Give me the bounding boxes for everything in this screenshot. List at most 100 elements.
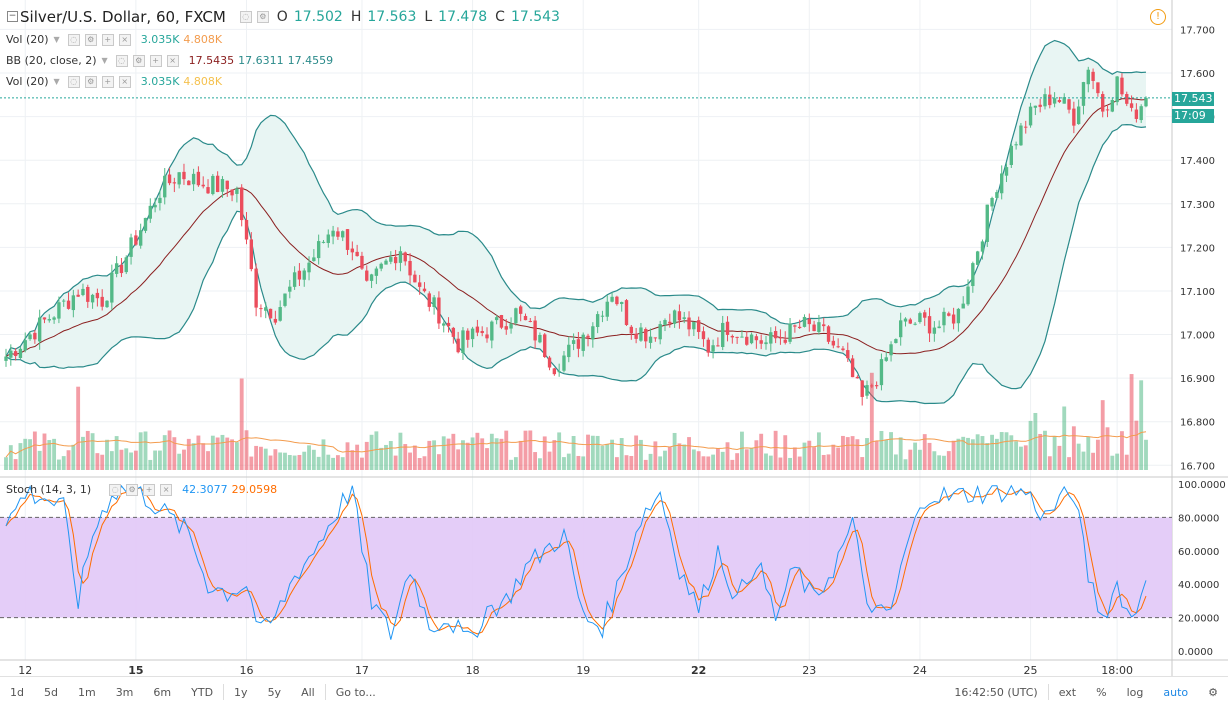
add-icon[interactable]: + <box>101 75 114 88</box>
visibility-icon[interactable]: ◌ <box>239 11 252 23</box>
volume-bar <box>470 437 475 470</box>
add-icon[interactable]: + <box>101 33 114 46</box>
volume-bar <box>677 443 682 470</box>
candle-body <box>182 171 186 180</box>
candle-body <box>894 339 898 343</box>
candle-body <box>908 319 912 324</box>
volume-bar <box>182 449 186 470</box>
stoch-d-line <box>5 487 1147 635</box>
percent-toggle[interactable]: % <box>1096 685 1107 699</box>
volume-bar <box>316 456 321 470</box>
volume-bar <box>614 457 619 470</box>
candle-body <box>620 302 624 304</box>
time-axis: 12 15 16 17 18 19 22 23 24 25 18:00 <box>18 664 1133 677</box>
range-ytd[interactable]: YTD <box>191 685 214 699</box>
candle-body <box>1076 106 1081 125</box>
candle-body <box>1115 76 1119 103</box>
close-icon[interactable]: × <box>118 33 131 46</box>
candle-body <box>932 327 937 334</box>
candle-body <box>230 189 234 196</box>
volume-bar <box>1086 436 1091 470</box>
time-tick-label: 24 <box>913 664 927 677</box>
candle-body <box>975 251 980 265</box>
close-icon[interactable]: × <box>160 483 173 496</box>
candle-body <box>870 385 874 387</box>
candle-body <box>456 338 460 353</box>
candle-body <box>1043 94 1047 107</box>
candle-body <box>254 268 258 308</box>
settings-icon[interactable]: ⚙ <box>84 75 97 88</box>
visibility-icon[interactable]: ◌ <box>115 54 128 67</box>
candle-body <box>682 317 686 319</box>
settings-icon[interactable]: ⚙ <box>256 11 269 23</box>
volume-bar <box>489 433 494 470</box>
visibility-icon[interactable]: ◌ <box>67 33 80 46</box>
ext-toggle[interactable]: ext <box>1058 685 1077 699</box>
volume-bar <box>725 442 730 470</box>
clock[interactable]: 16:42:50 (UTC) <box>954 685 1038 699</box>
visibility-icon[interactable]: ◌ <box>109 483 122 496</box>
volume-bar <box>422 456 427 470</box>
candle-body <box>831 340 836 346</box>
volume-bar <box>1023 445 1028 470</box>
volume-bar <box>773 430 778 470</box>
time-tick-label: 22 <box>691 664 706 677</box>
volume-bar <box>124 448 129 470</box>
visibility-icon[interactable]: ◌ <box>67 75 80 88</box>
price-tick-label: 16.900 <box>1180 374 1215 385</box>
range-1y[interactable]: 1y <box>234 685 248 699</box>
candle-body <box>312 257 316 262</box>
range-all[interactable]: All <box>301 685 315 699</box>
close-icon[interactable]: × <box>118 75 131 88</box>
close-icon[interactable]: × <box>166 54 179 67</box>
add-icon[interactable]: + <box>143 483 156 496</box>
range-1m[interactable]: 1m <box>77 685 96 699</box>
candle-body <box>841 348 845 351</box>
candle-body <box>485 334 489 339</box>
volume-bar <box>1115 453 1120 470</box>
goto-button[interactable]: Go to... <box>335 685 376 699</box>
volume-bar <box>461 440 465 470</box>
volume-bar <box>249 456 254 470</box>
candle-body <box>725 321 730 335</box>
log-toggle[interactable]: log <box>1126 685 1144 699</box>
auto-toggle[interactable]: auto <box>1163 685 1189 699</box>
alert-icon[interactable]: ! <box>1150 9 1166 25</box>
volume-bar <box>379 447 384 470</box>
volume-bar <box>206 451 210 470</box>
volume-bar <box>28 439 32 470</box>
candle-body <box>417 282 422 287</box>
volume-bar <box>451 433 456 470</box>
chevron-down-icon[interactable]: ▼ <box>53 77 60 86</box>
candle-body <box>432 297 436 307</box>
candle-body <box>980 241 985 252</box>
volume-bar <box>465 442 470 470</box>
collapse-icon[interactable]: − <box>7 11 18 22</box>
add-icon[interactable]: + <box>149 54 162 67</box>
volume-bar <box>667 447 672 470</box>
volume-bar <box>744 449 749 470</box>
settings-icon[interactable]: ⚙ <box>1208 685 1218 699</box>
volume-bar <box>1052 436 1057 470</box>
volume-bar <box>788 457 792 470</box>
volume-bar <box>961 436 966 470</box>
volume-bar <box>441 436 446 470</box>
range-5d[interactable]: 5d <box>43 685 58 699</box>
range-5y[interactable]: 5y <box>267 685 282 699</box>
candle-body <box>235 188 239 194</box>
settings-icon[interactable]: ⚙ <box>126 483 139 496</box>
candle-body <box>519 306 523 314</box>
volume-bar <box>1067 457 1071 470</box>
candle-body <box>971 263 975 287</box>
settings-icon[interactable]: ⚙ <box>132 54 145 67</box>
settings-icon[interactable]: ⚙ <box>84 33 97 46</box>
range-1d[interactable]: 1d <box>10 685 24 699</box>
range-3m[interactable]: 3m <box>115 685 134 699</box>
candle-body <box>1014 144 1018 146</box>
chevron-down-icon[interactable]: ▼ <box>53 35 60 44</box>
volume-bar <box>783 435 788 470</box>
chevron-down-icon[interactable]: ▼ <box>101 56 108 65</box>
range-6m[interactable]: 6m <box>153 685 172 699</box>
candle-body <box>595 314 600 328</box>
